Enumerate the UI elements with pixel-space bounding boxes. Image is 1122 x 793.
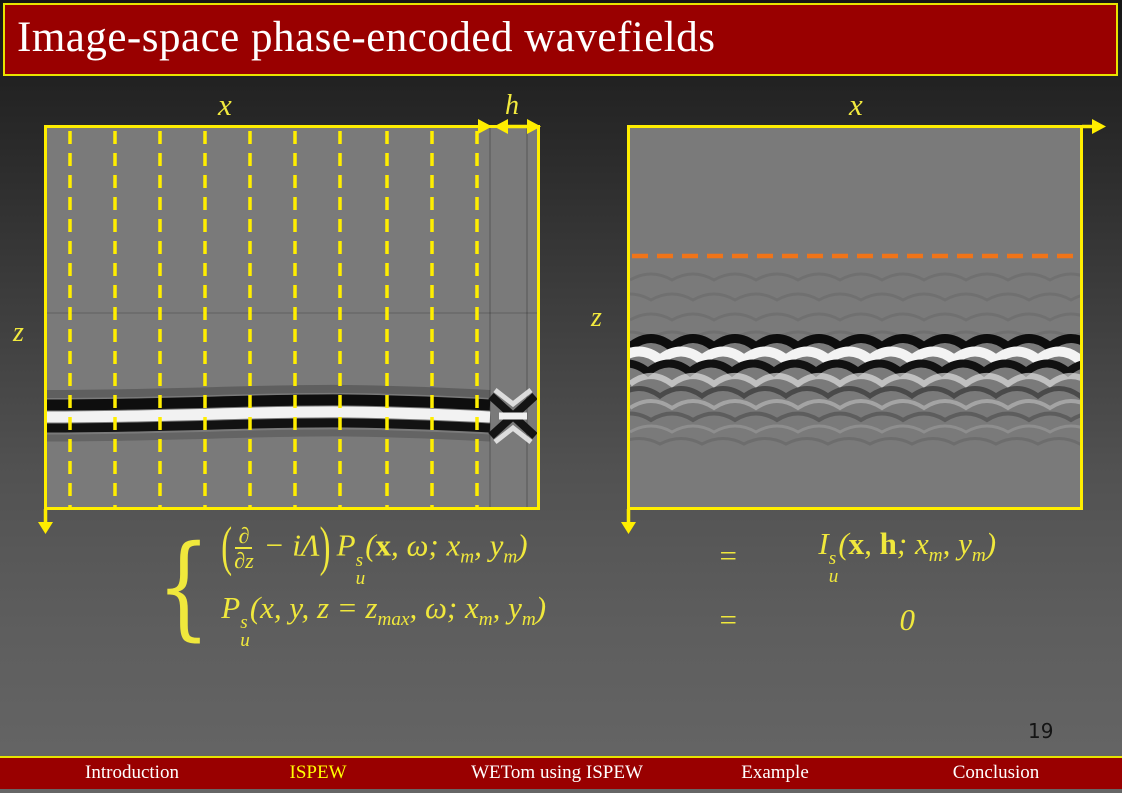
right-x-arrow-icon xyxy=(1082,119,1106,134)
nav-item-introduction[interactable]: Introduction xyxy=(85,762,179,783)
phase-encoding-dashed-lines xyxy=(68,131,479,507)
eq2-rhs: 0 xyxy=(899,602,916,638)
right-wavefield-image xyxy=(630,253,1080,446)
page-title: Image-space phase-encoded wavefields xyxy=(17,14,716,61)
left-wavefield-image xyxy=(47,128,537,507)
equation-brace: { xyxy=(156,521,211,652)
bowtie-wavelet xyxy=(488,388,537,444)
right-z-axis-label: z xyxy=(590,302,602,333)
page-number: 19 xyxy=(1028,719,1054,743)
right-wavefield-panel xyxy=(627,125,1083,510)
left-x-axis-label: x xyxy=(217,87,232,122)
nav-item-example[interactable]: Example xyxy=(741,762,809,783)
faint-ripples-upper xyxy=(630,272,1080,340)
scalloped-event xyxy=(630,334,1080,446)
reflector-event xyxy=(47,384,491,442)
nav-item-ispew[interactable]: ISPEW xyxy=(289,762,347,783)
left-h-axis-label: h xyxy=(505,90,519,121)
left-z-arrow-icon xyxy=(38,509,53,534)
title-bar: Image-space phase-encoded wavefields xyxy=(3,3,1118,76)
left-z-axis-label: z xyxy=(12,317,24,348)
right-x-axis-label: x xyxy=(848,87,863,122)
eq2-equals: = xyxy=(719,602,737,638)
nav-item-wetom-using-ispew[interactable]: WETom using ISPEW xyxy=(471,762,643,783)
eq1-equals: = xyxy=(719,538,737,574)
nav-item-conclusion[interactable]: Conclusion xyxy=(952,762,1040,783)
left-wavefield-panel xyxy=(44,125,540,510)
nav-bar: Introduction ISPEW WETom using ISPEW Exa… xyxy=(0,756,1122,789)
